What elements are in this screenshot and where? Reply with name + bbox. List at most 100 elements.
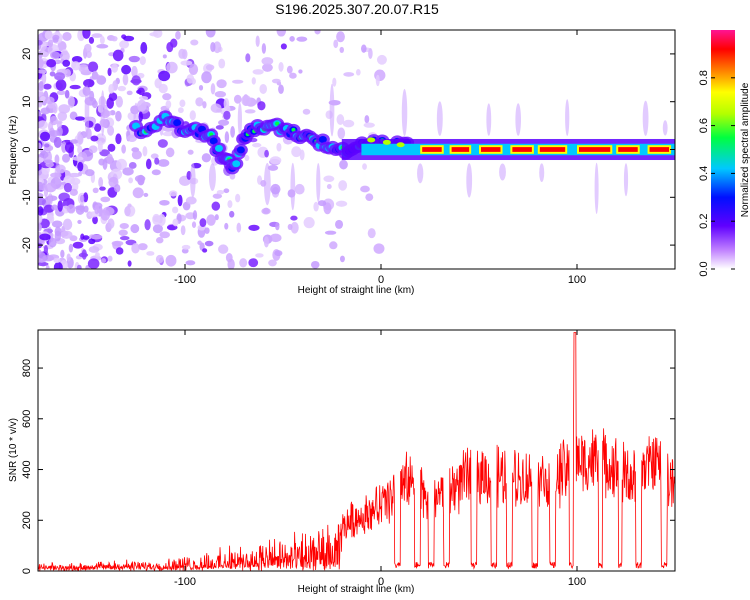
- spectrogram-noise-blob: [143, 192, 149, 197]
- spectrogram-noise-blob: [181, 244, 191, 250]
- spectrogram-noise-blob: [49, 71, 56, 77]
- spectrogram-noise-blob: [119, 40, 130, 49]
- spectrogram-noise-blob: [245, 53, 251, 63]
- spectrogram-noise-blob: [252, 142, 262, 148]
- spectrogram-tone-blip: [382, 139, 391, 145]
- spectrogram-noise-blob: [190, 39, 199, 46]
- spectrogram-noise-blob: [233, 94, 242, 104]
- spectrogram-noise-blob: [62, 31, 72, 41]
- spectrogram-noise-blob: [290, 215, 298, 221]
- spectrogram-noise-blob: [165, 147, 175, 158]
- spectrogram-noise-blob: [48, 237, 57, 248]
- spectrogram-signal-core: [236, 146, 245, 154]
- spectrogram-noise-blob: [51, 204, 59, 211]
- spectrogram-noise-blob: [38, 192, 44, 199]
- spectrogram-noise-blob: [131, 150, 142, 160]
- spectrogram-signal-core: [214, 144, 223, 152]
- spectrogram-noise-blob: [157, 159, 170, 167]
- spectrogram-noise-blob: [338, 180, 348, 191]
- spectrogram-noise-blob: [68, 243, 74, 253]
- spectrogram-noise-blob: [38, 206, 44, 216]
- spectrogram-noise-blob: [204, 240, 214, 247]
- spectrogram-noise-blob: [98, 177, 104, 188]
- spectrogram-streak: [208, 163, 216, 192]
- snr-ytick-label: 0: [21, 568, 33, 574]
- spectrogram-signal-peak: [275, 121, 280, 126]
- spectrogram-noise-blob: [88, 246, 100, 253]
- snr-ytick-label: 600: [21, 410, 33, 428]
- snr-ylabel: SNR (10 * v/v): [8, 418, 19, 482]
- spectrogram-noise-blob: [342, 119, 355, 128]
- spectrogram-noise-blob: [107, 255, 113, 262]
- spectrogram-noise-blob: [201, 71, 212, 84]
- colorbar-tick-label: 0.4: [698, 166, 710, 181]
- spectrogram-noise-blob: [191, 221, 197, 228]
- spectrogram-noise-blob: [83, 79, 95, 88]
- spectrogram-noise-blob: [362, 163, 367, 170]
- spectrogram-noise-blob: [323, 175, 335, 183]
- spectrogram-noise-blob: [373, 243, 385, 254]
- snr-xlabel: Height of straight line (km): [298, 584, 415, 595]
- spectrogram-noise-blob: [77, 133, 84, 145]
- spectrogram-noise-blob: [111, 63, 119, 73]
- spectrogram-noise-blob: [136, 99, 147, 112]
- spectrogram-noise-blob: [192, 210, 198, 220]
- spectrogram-noise-blob: [162, 131, 174, 137]
- spectrogram-noise-blob: [39, 151, 49, 159]
- spectrogram-noise-blob: [119, 236, 130, 241]
- spectrogram-noise-blob: [132, 187, 144, 199]
- spectrogram-noise-blob: [119, 222, 129, 229]
- spectrogram-noise-blob: [87, 61, 99, 73]
- spectrogram-heatmap: [38, 30, 675, 269]
- snr-ytick-label: 400: [21, 460, 33, 478]
- spectrogram-noise-blob: [100, 258, 107, 264]
- spectrogram-noise-blob: [211, 201, 221, 211]
- spectrogram-tone-blip: [396, 142, 405, 148]
- spectrogram-noise-blob: [38, 249, 42, 256]
- spectrogram-noise-blob: [339, 159, 348, 170]
- spectrogram-noise-blob: [151, 169, 161, 176]
- spectrogram-noise-blob: [248, 224, 260, 231]
- spectrogram-noise-blob: [159, 231, 170, 239]
- spectrogram-noise-blob: [138, 95, 149, 101]
- spectrogram-noise-blob: [150, 153, 159, 159]
- spectrogram-noise-blob: [363, 122, 375, 128]
- spectrogram-noise-blob: [171, 206, 179, 214]
- colorbar-tick-label: 0.0: [698, 261, 710, 276]
- spectrogram-noise-blob: [70, 177, 81, 186]
- spectrogram-noise-blob: [87, 258, 100, 269]
- spectrogram-noise-blob: [224, 131, 230, 144]
- spectrogram-noise-blob: [106, 153, 113, 165]
- spectrogram-noise-blob: [38, 120, 48, 130]
- spectrogram-noise-blob: [180, 60, 193, 66]
- spectrogram-noise-blob: [215, 125, 224, 130]
- spectrogram-noise-blob: [54, 72, 66, 81]
- spectrogram-noise-blob: [92, 187, 99, 194]
- spectrogram-tone-segment: [649, 147, 670, 152]
- spectrogram-noise-blob: [60, 249, 65, 259]
- spectrogram-noise-blob: [124, 206, 131, 217]
- spectrogram-noise-blob: [267, 164, 279, 171]
- spectrogram-noise-blob: [262, 63, 273, 72]
- spectrogram-noise-blob: [38, 262, 49, 267]
- spectrogram-noise-blob: [90, 234, 103, 240]
- spectrogram-noise-blob: [146, 251, 155, 256]
- spectrogram-noise-blob: [144, 219, 151, 231]
- spectrogram-noise-blob: [225, 252, 233, 263]
- spectrogram-noise-blob: [57, 41, 67, 52]
- spectrogram-noise-blob: [75, 205, 85, 215]
- spectrogram-tone-segment: [579, 147, 611, 152]
- spectrogram-noise-blob: [88, 145, 98, 154]
- spectrogram-noise-blob: [195, 97, 204, 107]
- spectrogram-noise-blob: [47, 39, 54, 48]
- spectrogram-noise-blob: [271, 78, 281, 84]
- spectrogram-noise-blob: [45, 264, 50, 269]
- spectrogram-streak: [466, 163, 473, 198]
- colorbar-tick-label: 0.2: [698, 214, 710, 229]
- spectrogram-signal-core: [318, 135, 327, 143]
- spectrogram-noise-blob: [172, 218, 179, 227]
- spectrogram-noise-blob: [159, 199, 170, 206]
- spectrogram-noise-blob: [210, 83, 216, 95]
- spectrogram-noise-blob: [61, 141, 67, 153]
- spectrogram-noise-blob: [244, 109, 256, 114]
